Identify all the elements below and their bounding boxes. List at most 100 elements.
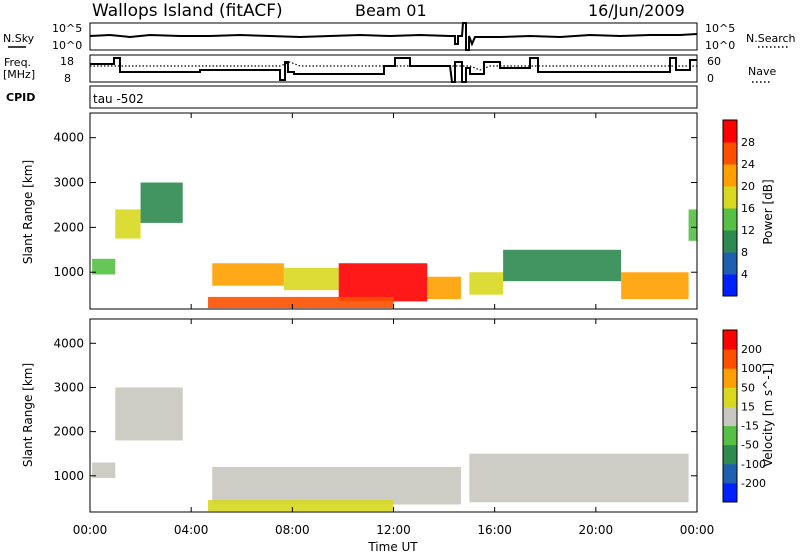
colorbar-tick-label: 50 — [741, 381, 755, 394]
echo-region — [621, 272, 689, 300]
xtick-label: 00:00 — [680, 523, 715, 537]
colorbar-tick-label: -50 — [741, 439, 759, 452]
ytick-label: 4000 — [53, 131, 84, 145]
cpid-value: tau -502 — [93, 92, 144, 106]
colorbar-swatch — [723, 164, 737, 187]
echo-region — [212, 466, 461, 505]
colorbar-swatch — [723, 425, 737, 446]
beam-label: Beam 01 — [355, 1, 427, 20]
freq-trace — [90, 57, 697, 83]
colorbar-swatch — [723, 330, 737, 350]
ytick-label: 2000 — [53, 425, 84, 439]
echo-region — [427, 276, 461, 300]
echo-region — [92, 258, 116, 275]
nsky-label: N.Sky — [3, 32, 35, 45]
colorbar-tick-label: 20 — [741, 180, 755, 193]
cpid-panel — [89, 85, 698, 109]
colorbar-swatch — [723, 208, 737, 231]
nsearch-label: N.Search — [746, 32, 796, 45]
xtick-label: 08:00 — [275, 523, 310, 537]
power-yaxis: 1000 2000 3000 4000 — [53, 131, 697, 279]
velocity-yaxis: 1000 2000 3000 4000 — [53, 336, 697, 483]
nsearch-tick-bottom: 10^0 — [705, 39, 735, 52]
echo-region — [92, 462, 116, 478]
ytick-label: 4000 — [53, 336, 84, 350]
colorbar-swatch — [723, 368, 737, 388]
nave-tick-top: 60 — [707, 55, 721, 68]
echo-region — [338, 263, 428, 302]
colorbar-swatch — [723, 406, 737, 427]
colorbar-tick-label: -200 — [741, 477, 766, 490]
colorbar-swatch — [723, 463, 737, 484]
freq-tick-top: 18 — [60, 55, 74, 68]
echo-region — [208, 296, 394, 309]
echo-region — [115, 209, 141, 239]
velocity-colorbar-label: Velocity [m s^-1] — [761, 363, 775, 467]
xtick-label: 04:00 — [174, 523, 209, 537]
plot-title: Wallops Island (fitACF) — [92, 1, 283, 21]
ytick-label: 1000 — [53, 265, 84, 279]
colorbar-swatch — [723, 387, 737, 407]
freq-tick-bottom: 8 — [64, 72, 71, 85]
colorbar-tick-label: 100 — [741, 362, 762, 375]
colorbar-tick-label: 8 — [741, 246, 748, 259]
echo-region — [140, 182, 183, 223]
ytick-label: 3000 — [53, 176, 84, 190]
colorbar-swatch — [723, 230, 737, 253]
echo-region — [469, 272, 504, 295]
echo-region — [283, 267, 339, 291]
nave-tick-bottom: 0 — [707, 72, 714, 85]
nsky-trace — [89, 22, 698, 51]
colorbar-tick-label: 4 — [741, 268, 748, 281]
colorbar-tick-label: 28 — [741, 136, 755, 149]
colorbar-tick-label: -15 — [741, 420, 759, 433]
colorbar-swatch — [723, 482, 737, 503]
xtick-label: 20:00 — [579, 523, 614, 537]
colorbar-tick-label: 15 — [741, 400, 755, 413]
nsearch-tick-top: 10^5 — [705, 22, 735, 35]
power-colorbar: 4 8 12 16 20 24 28 — [722, 119, 755, 297]
freq-label: Freq. — [4, 56, 31, 69]
ytick-label: 2000 — [53, 220, 84, 234]
velocity-colorbar: 200 100 50 15 -15 -50 -100 -200 — [722, 329, 766, 503]
colorbar-swatch — [723, 186, 737, 209]
colorbar-swatch — [723, 142, 737, 165]
colorbar-tick-label: 12 — [741, 224, 755, 237]
colorbar-swatch — [723, 349, 737, 369]
xaxis-label: Time UT — [367, 540, 418, 554]
xtick-label: 12:00 — [376, 523, 411, 537]
nsky-tick-bottom: 10^0 — [52, 39, 82, 52]
colorbar-frame — [722, 119, 738, 297]
time-axis: 00:00 04:00 08:00 12:00 16:00 20:00 00:00 — [73, 113, 715, 537]
echo-region — [212, 263, 284, 286]
nsky-panel — [89, 22, 698, 51]
colorbar-tick-label: 24 — [741, 158, 755, 171]
colorbar-frame — [722, 329, 738, 503]
ytick-label: 3000 — [53, 380, 84, 394]
echo-region — [115, 387, 183, 441]
echo-region — [469, 453, 689, 503]
colorbar-swatch — [723, 120, 737, 143]
echo-region — [503, 249, 622, 282]
nsky-tick-top: 10^5 — [52, 22, 82, 35]
freq-panel — [89, 54, 698, 83]
echo-region — [208, 500, 394, 512]
power-ylabel: Slant Range [km] — [21, 160, 35, 264]
xtick-label: 16:00 — [477, 523, 512, 537]
colorbar-swatch — [723, 444, 737, 465]
echo-region — [688, 209, 697, 241]
velocity-echo-layer — [92, 387, 689, 512]
colorbar-tick-label: 16 — [741, 202, 755, 215]
colorbar-swatch — [723, 274, 737, 297]
cpid-label: CPID — [6, 91, 35, 104]
colorbar-swatch — [723, 252, 737, 275]
freq-unit: [MHz] — [3, 68, 35, 81]
power-colorbar-label: Power [dB] — [761, 179, 775, 244]
ytick-label: 1000 — [53, 469, 84, 483]
velocity-ylabel: Slant Range [km] — [21, 363, 35, 467]
colorbar-tick-label: -100 — [741, 458, 766, 471]
date-label: 16/Jun/2009 — [588, 1, 685, 20]
colorbar-tick-label: 200 — [741, 343, 762, 356]
power-echo-layer — [92, 182, 697, 309]
